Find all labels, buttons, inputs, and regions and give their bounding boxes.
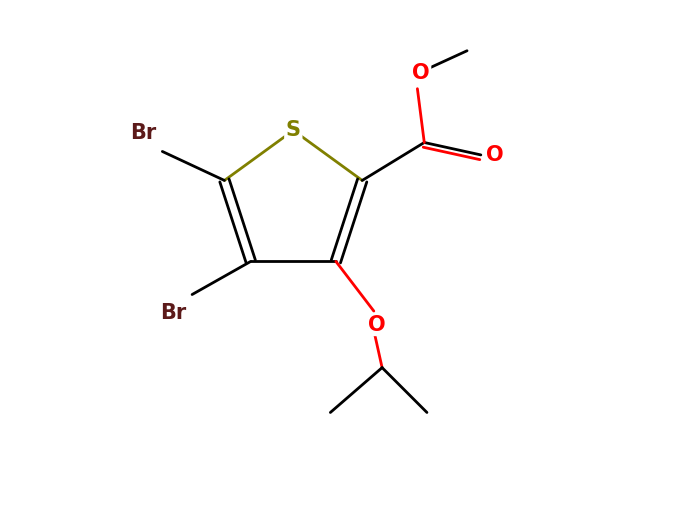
Text: O: O xyxy=(369,315,386,334)
Text: O: O xyxy=(486,145,503,165)
Text: Br: Br xyxy=(130,123,157,143)
Text: O: O xyxy=(412,63,429,83)
Text: S: S xyxy=(286,120,301,140)
Text: Br: Br xyxy=(160,303,187,323)
